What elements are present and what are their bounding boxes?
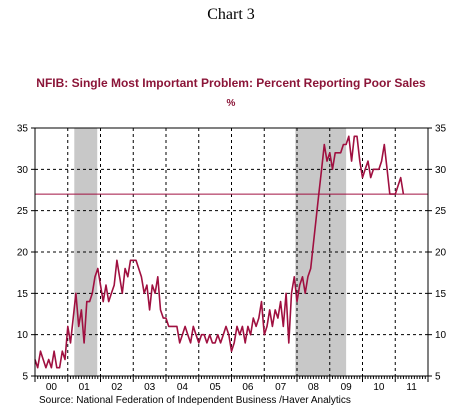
y-tick-label-left: 30 [17, 165, 29, 176]
y-tick-label-right: 15 [435, 289, 447, 300]
y-tick-label-right: 35 [435, 124, 447, 135]
x-tick-label: 00 [46, 382, 58, 393]
x-tick-label: 11 [406, 382, 417, 393]
x-tick-label: 10 [373, 382, 385, 393]
y-tick-label-right: 25 [435, 206, 447, 217]
x-tick-label: 06 [242, 382, 254, 393]
y-tick-label-right: 5 [435, 372, 441, 383]
page-heading: Chart 3 [207, 6, 255, 23]
y-axis-left: 5 10 15 20 25 30 35 [17, 124, 35, 383]
y-tick-label-right: 10 [435, 330, 447, 341]
y-tick-label-left: 25 [17, 206, 29, 217]
x-tick-label: 04 [177, 382, 189, 393]
y-axis-right: 5 10 15 20 25 30 35 [428, 124, 447, 383]
recession-band [295, 128, 347, 376]
x-tick-label: 07 [275, 382, 287, 393]
x-tick-label: 05 [210, 382, 222, 393]
source-note: Source: National Federation of Independe… [39, 395, 351, 406]
x-tick-label: 02 [111, 382, 123, 393]
chart-unit-label: % [226, 98, 236, 109]
y-tick-label-left: 10 [17, 330, 29, 341]
series-layer [34, 135, 405, 369]
y-tick-label-left: 15 [17, 289, 29, 300]
chart-title: NFIB: Single Most Important Problem: Per… [36, 76, 426, 90]
x-tick-label: 09 [341, 382, 353, 393]
x-tick-label: 01 [79, 382, 91, 393]
x-tick-label: 03 [144, 382, 156, 393]
y-tick-label-left: 20 [17, 248, 29, 259]
y-tick-label-right: 20 [435, 248, 447, 259]
x-axis: 00 01 02 03 04 05 06 07 08 09 10 11 [34, 376, 429, 393]
series-line [34, 135, 405, 369]
y-tick-label-left: 5 [22, 372, 28, 383]
y-tick-label-right: 30 [435, 165, 447, 176]
x-tick-label: 08 [308, 382, 320, 393]
y-tick-label-left: 35 [17, 124, 29, 135]
